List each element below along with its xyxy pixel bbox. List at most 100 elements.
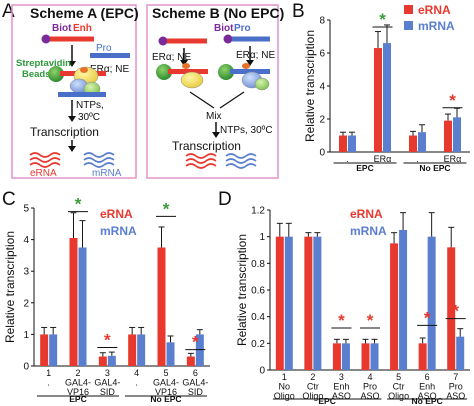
group-label: EPC (356, 163, 373, 173)
y-tick-label: 5 (23, 204, 29, 215)
legend-label: eRNA (418, 3, 451, 17)
y-axis-label: Relative transcription (3, 231, 17, 343)
scheme-a-enh: Enh (73, 23, 92, 34)
legend-label: mRNA (418, 19, 455, 33)
y-tick-label: 4 (319, 82, 325, 93)
significance-star: * (75, 195, 82, 214)
erna-bar (98, 356, 107, 366)
erna-bar (186, 356, 195, 366)
mrna-bar (370, 343, 379, 370)
x-tick-label: 3 (105, 368, 110, 378)
x-tick-label: VP16 (155, 387, 177, 397)
mrna-bar (383, 43, 391, 152)
scheme-a-temp: 30ºC (78, 112, 100, 123)
scheme-a-pro: Pro (96, 43, 112, 54)
x-tick-label: 1 (282, 372, 287, 382)
y-axis-label: Relative transcription (303, 30, 317, 142)
biotin-dot-b (158, 36, 168, 46)
scheme-b-title: Scheme B (No EPC) (152, 5, 284, 21)
mrna-bar (284, 236, 293, 370)
complex-left-dna (168, 69, 208, 74)
mrna-bar (78, 247, 87, 366)
y-tick-label: 1.2 (251, 206, 265, 217)
mrna-bar (418, 132, 426, 152)
biotin-dot (41, 34, 51, 44)
streptavidin-label-1: Streptavidin (16, 58, 71, 69)
y-tick-label: 0 (23, 362, 29, 373)
group-label: EPC (318, 396, 335, 406)
y-tick-label: 8 (319, 16, 325, 27)
y-axis-label: Relative transcription (235, 234, 249, 346)
scheme-b-pro: Pro (234, 23, 251, 34)
mrna-wave-icon (83, 152, 115, 168)
arrow-b-mix-head (212, 132, 220, 138)
erna-wave-icon-b (185, 153, 217, 169)
significance-star: * (104, 330, 111, 349)
group-label: No EPC (412, 396, 443, 406)
x-tick-label: ASO (332, 391, 351, 401)
mrna-bar (341, 343, 350, 370)
y-tick-label: 3 (23, 267, 29, 278)
scheme-a-transcription: Transcription (30, 125, 99, 139)
significance-star: * (367, 311, 374, 330)
y-tick-label: 0 (319, 148, 325, 159)
legend-label: eRNA (100, 207, 133, 221)
x-tick-label: Oligo (274, 391, 295, 401)
mrna-bar (137, 334, 146, 366)
scheme-a-ntps: NTPs, (76, 100, 104, 111)
x-tick-label: No (279, 382, 291, 392)
significance-star: * (379, 10, 386, 29)
x-tick-label: Ctr (307, 382, 319, 392)
scheme-a-title: Scheme A (EPC) (30, 5, 139, 21)
panel-label-b: B (292, 1, 305, 22)
streptavidin-bead (48, 66, 64, 82)
arrow-down-3-head (68, 146, 76, 152)
group-label: No EPC (150, 394, 181, 404)
significance-star: * (424, 308, 431, 327)
x-tick-label: GAL4- (153, 378, 179, 388)
y-tick-label: 4 (23, 235, 29, 246)
scheme-a-frame (11, 4, 137, 179)
x-tick-label: 5 (163, 368, 168, 378)
scheme-b-factors-right: ERα; NE (236, 50, 275, 61)
erna-bar (332, 343, 341, 370)
mrna-bar (427, 236, 436, 370)
erna-bar (339, 135, 347, 152)
erna-bar (128, 334, 137, 366)
legend-swatch (404, 5, 413, 14)
mrna-bar (453, 117, 461, 152)
x-tick-label: ERα (444, 154, 462, 164)
y-tick-label: 1 (259, 232, 265, 243)
x-tick-label: Oligo (388, 391, 409, 401)
y-tick-label: 0.6 (251, 286, 265, 297)
x-tick-label: GAL4- (182, 378, 208, 388)
x-tick-label: ASO (418, 391, 437, 401)
x-tick-label: VP16 (67, 387, 89, 397)
scheme-b-biot: Biot (214, 23, 234, 34)
erna-bar (409, 135, 417, 152)
merge-line-right (219, 91, 245, 109)
y-tick-label: 0.8 (251, 259, 265, 270)
enhancer-dna-b (167, 38, 207, 44)
erna-bar (447, 247, 456, 370)
mrna-bar (49, 334, 58, 366)
significance-star: * (192, 333, 199, 352)
x-tick-label: Pro (363, 382, 377, 392)
complex-right-dna (230, 69, 270, 74)
arrow-b-left-head (180, 60, 188, 66)
panel-label-d: D (218, 189, 232, 210)
y-tick-label: 6 (319, 49, 325, 60)
erna-bar (444, 120, 452, 152)
legend-swatch (404, 21, 413, 30)
x-tick-label: Ctr (393, 382, 405, 392)
erna-bar (390, 243, 399, 370)
arrow-b-right-head (246, 60, 254, 66)
scheme-b-frame (146, 4, 279, 179)
promoter-dna (90, 53, 130, 58)
right-factor-orange (242, 63, 250, 69)
mrna-bar (348, 135, 356, 152)
complex-factor-orange (80, 67, 88, 73)
mrna-bar (313, 236, 322, 370)
legend-label: mRNA (350, 224, 387, 238)
